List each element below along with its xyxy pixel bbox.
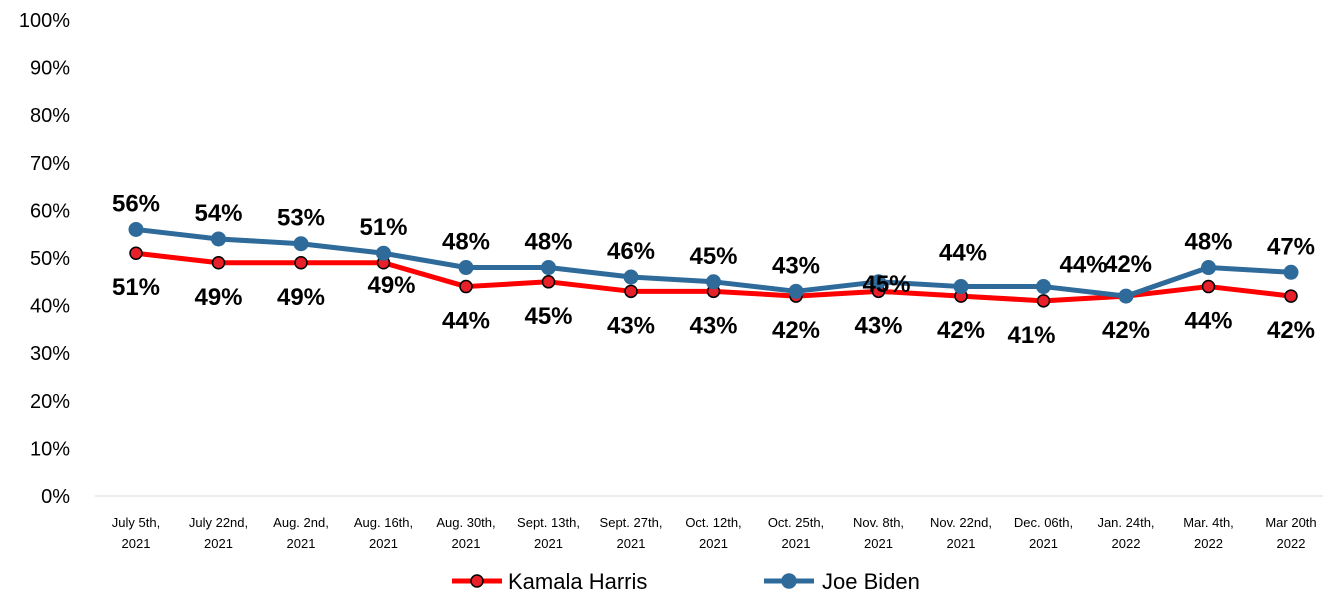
data-point [1036,294,1051,308]
y-tick-label: 10% [30,438,70,460]
x-tick-label: Aug. 16th, 2021 [354,515,413,551]
data-label-kamala-harris: 44% [442,308,490,335]
data-label-joe-biden: 56% [112,190,160,217]
x-tick-label: Nov. 8th, 2021 [853,515,904,551]
data-point [623,269,639,285]
data-point [211,231,226,247]
data-point [459,279,473,294]
legend-label: Joe Biden [822,569,920,594]
data-point [871,274,886,290]
data-point [376,245,391,261]
data-labels: 56% 54% 53% 51%48% 48% 46% 45% 43%45%44% 44%42%4… [112,190,1315,348]
data-label-joe-biden: 47% [1267,233,1315,260]
data-label-kamala-harris: 43% [607,312,655,339]
x-tick-label: Oct. 12th, 2021 [685,515,741,551]
x-tick-label: Aug. 30th, 2021 [436,515,495,551]
data-point [1201,260,1216,276]
data-point [706,274,721,290]
data-point [541,275,556,289]
data-label-joe-biden: 54% [194,200,242,227]
legend-marker [470,574,484,588]
y-axis: 0% 10% 20% 30% 40% 50% 60% 70% 80% 90% 100% [19,10,70,508]
data-point [129,246,143,260]
x-tick-label: Oct. 25th, 2021 [768,515,824,551]
y-tick-label: 90% [30,58,70,80]
data-label-kamala-harris: 43% [689,312,737,339]
x-tick-label: Dec. 06th, 2021 [1014,515,1073,551]
data-point [293,236,309,252]
data-point [211,256,226,270]
x-tick-label: Aug. 2nd, 2021 [273,515,329,551]
data-point [541,260,556,276]
y-tick-label: 20% [30,391,70,413]
x-tick-label: Mar 20th 2022 [1265,515,1316,551]
data-label-kamala-harris: 42% [1267,317,1315,344]
y-tick-label: 50% [30,248,70,270]
x-tick-label: Sept. 27th, 2021 [600,515,663,551]
legend-label: Kamala Harris [508,569,647,594]
data-point [1118,288,1134,304]
data-label-kamala-harris: 42% [772,317,820,344]
x-tick-label: July 5th, 2021 [112,515,160,551]
x-axis: July 5th, 2021 July 22nd, 2021 Aug. 2nd, 2021… [95,495,1323,551]
data-point [1284,289,1298,303]
x-tick-label: July 22nd, 2021 [189,515,248,551]
x-tick-label: Mar. 4th, 2022 [1183,515,1234,551]
data-point [294,256,308,270]
legend-entry-kamala-harris: Kamala Harris [452,569,647,594]
y-tick-label: 40% [30,296,70,318]
y-tick-label: 80% [30,105,70,127]
series-layer [128,221,1299,308]
data-label-joe-biden: 42% [1104,251,1152,278]
legend-entry-joe-biden: Joe Biden [764,569,920,594]
y-tick-label: 70% [30,153,70,175]
data-label-joe-biden: 48% [524,229,572,256]
data-label-kamala-harris: 49% [194,284,242,311]
data-label-joe-biden: 44% [939,240,987,267]
data-point [788,283,804,299]
data-label-joe-biden: 51% [359,214,407,241]
data-label-joe-biden: 43% [772,252,820,279]
x-tick-label: Sept. 13th, 2021 [517,515,580,551]
data-point [1036,279,1051,295]
data-label-joe-biden: 48% [442,229,490,256]
data-label-joe-biden: 45% [689,243,737,270]
legend: Kamala Harris Joe Biden [452,569,920,594]
y-tick-label: 60% [30,200,70,222]
y-tick-label: 30% [30,343,70,365]
data-label-joe-biden: 46% [607,238,655,265]
data-label-joe-biden: 53% [277,205,325,232]
data-label-kamala-harris: 49% [277,284,325,311]
data-point [1201,279,1216,294]
data-label-kamala-harris: 51% [112,274,160,301]
data-label-kamala-harris: 42% [937,317,985,344]
data-point [953,279,969,295]
y-tick-label: 100% [19,10,70,32]
y-tick-label: 0% [41,486,70,508]
data-label-joe-biden: 45% [862,271,910,298]
data-point [128,221,144,237]
data-label-kamala-harris: 49% [367,272,415,299]
x-tick-label: Jan. 24th, 2022 [1097,515,1154,551]
data-point [624,284,638,299]
data-label-kamala-harris: 42% [1102,317,1150,344]
legend-marker [781,573,797,589]
data-point [1283,264,1299,280]
data-label-kamala-harris: 43% [854,312,902,339]
data-label-kamala-harris: 44% [1184,308,1232,335]
data-point [458,260,474,276]
data-label-kamala-harris: 41% [1007,322,1055,349]
data-label-kamala-harris: 45% [524,303,572,330]
data-label-joe-biden: 44% [1059,252,1107,279]
data-label-joe-biden: 48% [1184,229,1232,256]
x-tick-label: Nov. 22nd, 2021 [930,515,992,551]
